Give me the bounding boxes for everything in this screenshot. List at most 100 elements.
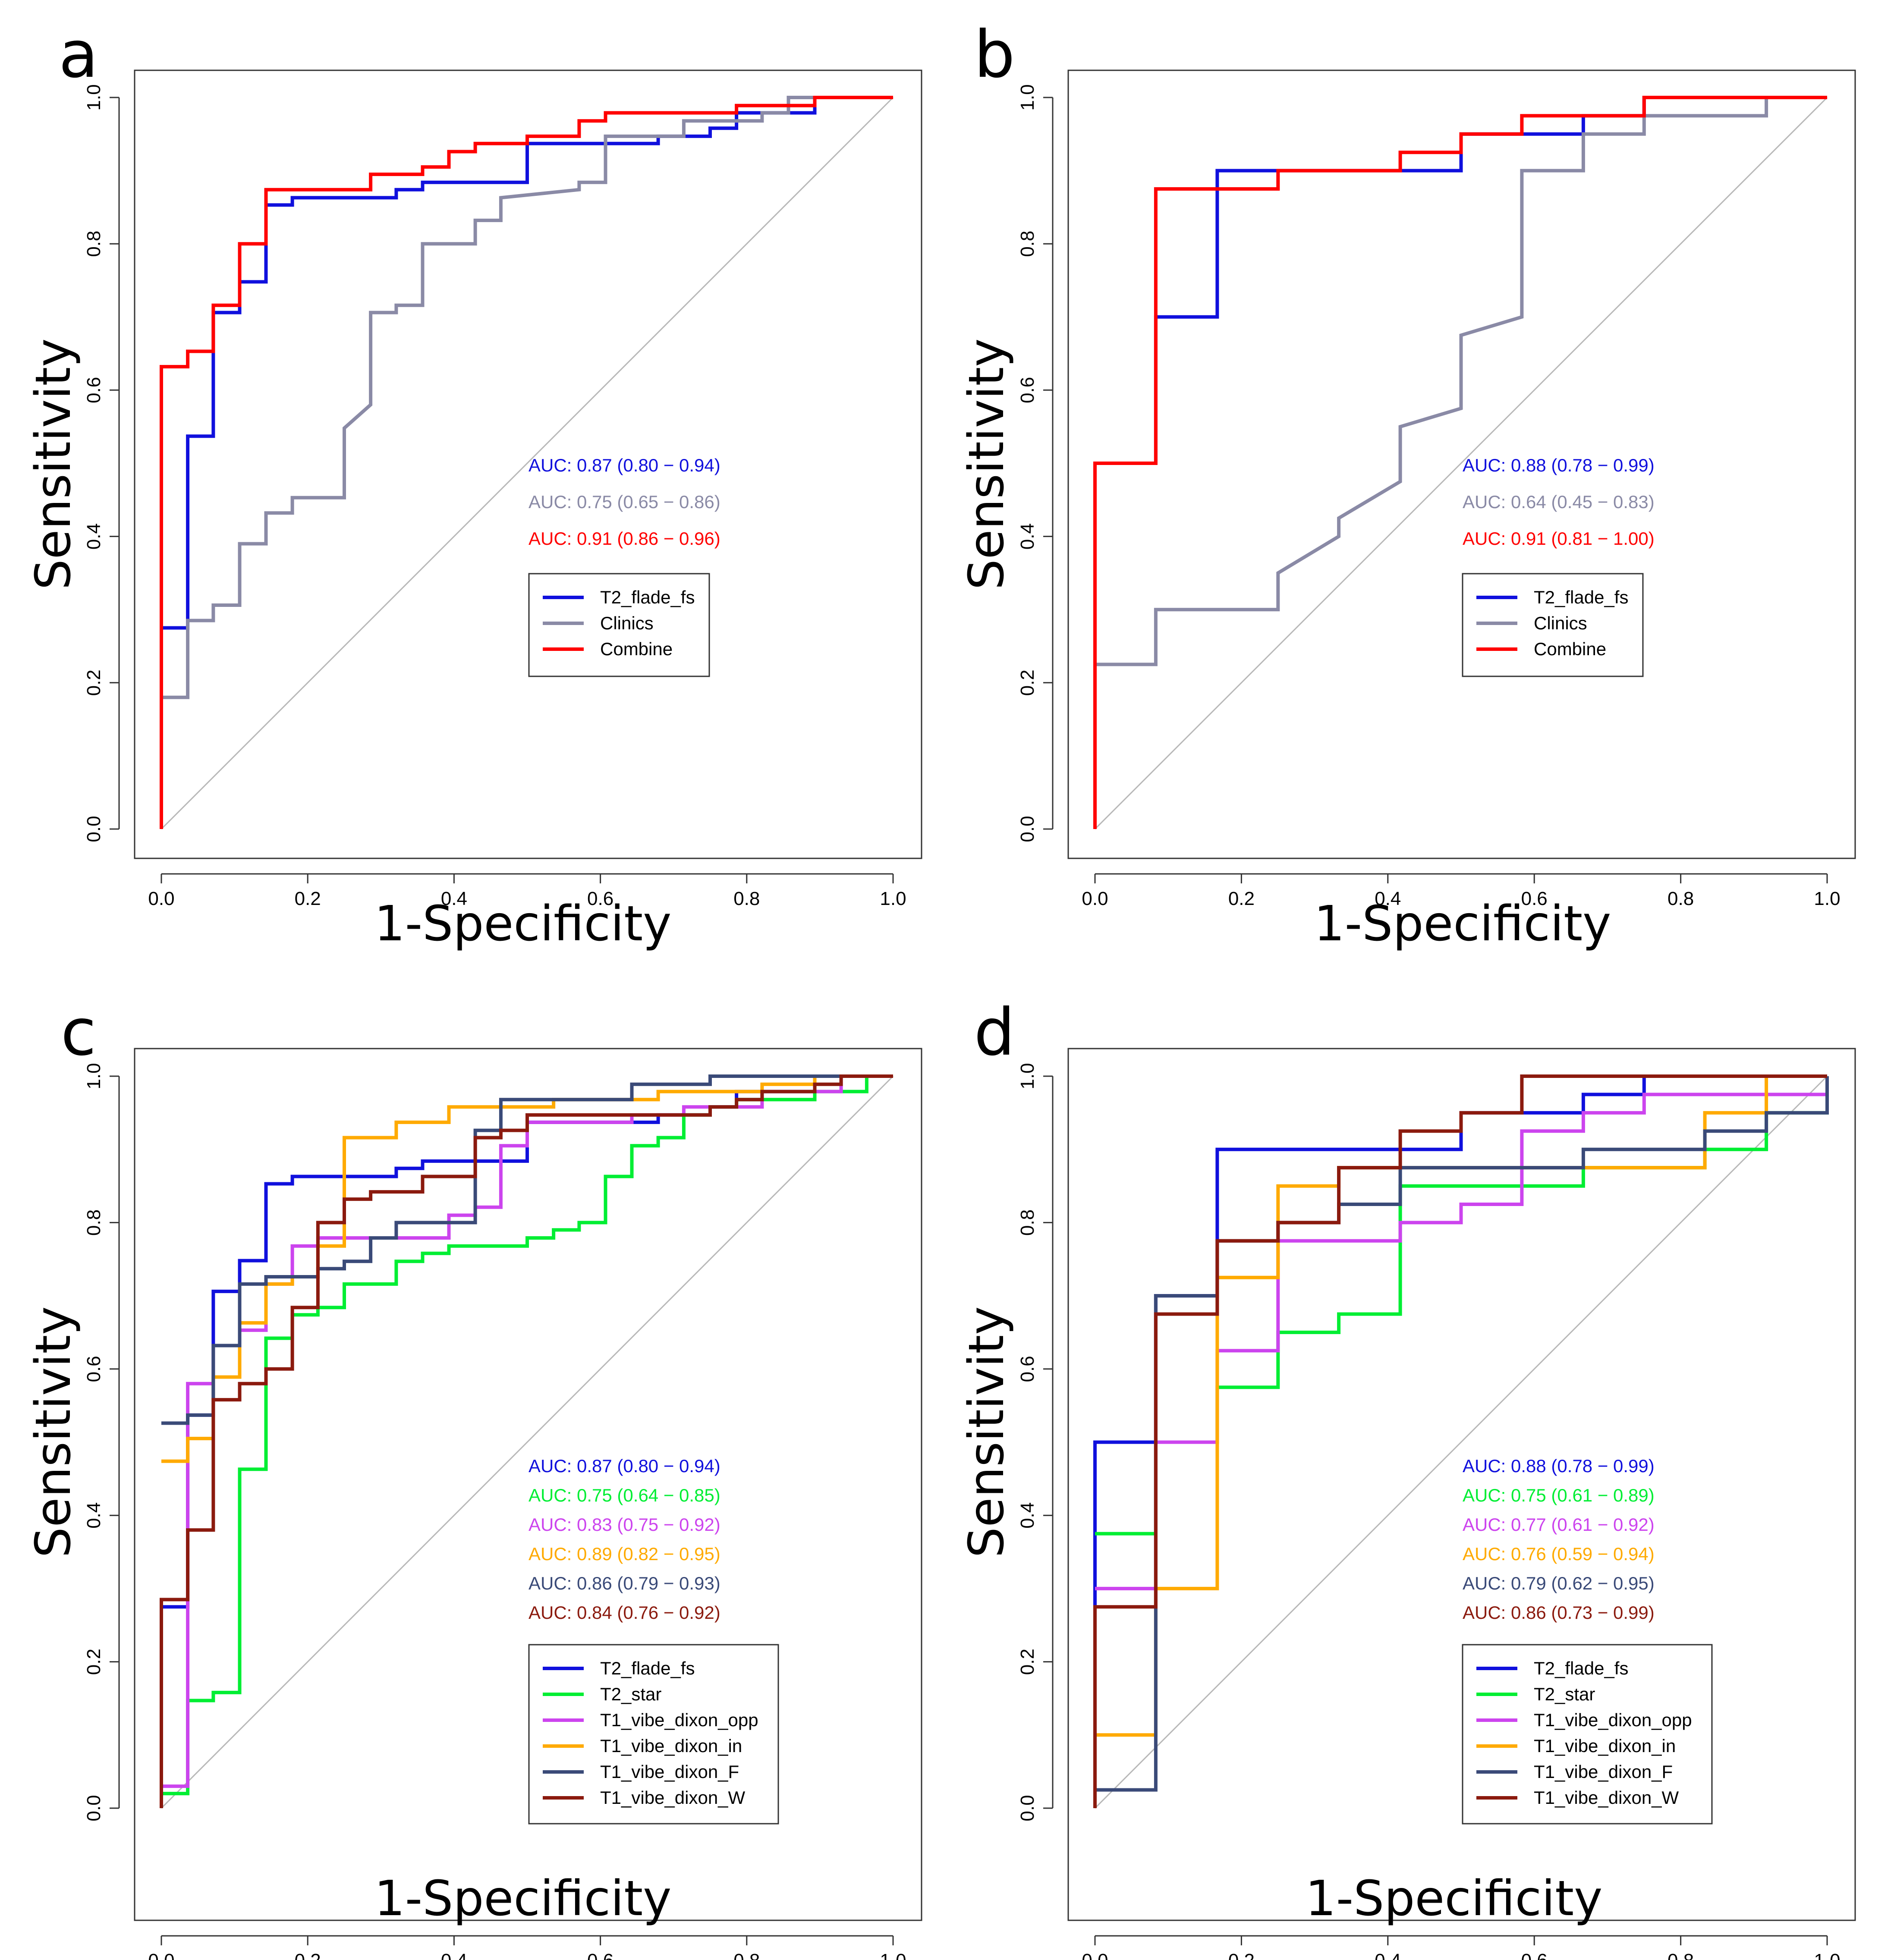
y-tick-label: 0.8: [1017, 1209, 1038, 1236]
reference-diagonal: [160, 1075, 894, 1809]
legend-box: [528, 1644, 779, 1825]
plot-frame: [134, 1048, 922, 1921]
roc-panel-c: c 0.0 0.2 0.4 0.6 0.8 1.0 0.0 0.2 0.4 0.6 0.8 1.0 1-S…: [25, 995, 922, 1960]
roc-curve-t1-vibe-dixon-in: [161, 1074, 893, 1463]
y-tick-label: 0.0: [1017, 1795, 1038, 1821]
auc-label: AUC: 0.91 (0.81 − 1.00): [1463, 528, 1655, 549]
legend-entry: T1_vibe_dixon_F: [1534, 1762, 1673, 1782]
y-tick-label: 0.8: [83, 1209, 104, 1236]
y-tick-label: 0.4: [83, 523, 104, 550]
panel-letter: c: [61, 995, 96, 1070]
legend-entry: Clinics: [1534, 613, 1587, 633]
x-tick-label: 1.0: [1814, 888, 1840, 909]
x-tick-label: 0.2: [295, 1950, 321, 1960]
y-tick-label: 0.6: [83, 377, 104, 403]
x-tick-label: 1.0: [880, 888, 906, 909]
auc-label: AUC: 0.84 (0.76 − 0.92): [529, 1602, 720, 1623]
legend-entry: T1_vibe_dixon_in: [600, 1736, 742, 1756]
x-tick-label: 0.6: [1521, 1950, 1548, 1960]
y-tick-label: 0.2: [83, 1649, 104, 1675]
panel-letter: a: [59, 17, 98, 92]
legend-box: [1462, 1644, 1713, 1825]
y-axis: 0.0 0.2 0.4 0.6 0.8 1.0: [1017, 1063, 1054, 1822]
x-tick-label: 0.0: [148, 888, 174, 909]
auc-label: AUC: 0.77 (0.61 − 0.92): [1463, 1514, 1655, 1535]
y-axis: 0.0 0.2 0.4 0.6 0.8 1.0: [83, 84, 120, 842]
auc-label: AUC: 0.64 (0.45 − 0.83): [1463, 492, 1655, 512]
x-tick-label: 0.8: [733, 1950, 760, 1960]
y-tick-label: 0.8: [1017, 231, 1038, 257]
plot-frame: [1067, 1048, 1856, 1921]
x-tick-label: 0.4: [1375, 888, 1401, 909]
x-tick-label: 0.4: [441, 888, 467, 909]
legend-entry: T2_flade_fs: [600, 587, 695, 607]
legend-entry: T2_flade_fs: [1534, 587, 1628, 607]
roc-curve-t2-flade-fs: [160, 96, 893, 829]
legend: T2_flade_fs Clinics Combine: [1462, 573, 1644, 677]
legend: T2_flade_fs Clinics Combine: [528, 573, 710, 677]
auc-label: AUC: 0.91 (0.86 − 0.96): [529, 528, 720, 549]
x-axis: 0.0 0.2 0.4 0.6 0.8 1.0: [1082, 1935, 1841, 1960]
legend-entry: T2_star: [600, 1684, 661, 1704]
y-tick-label: 1.0: [83, 84, 104, 110]
roc-curve-t1-vibe-dixon-f: [1095, 1076, 1829, 1792]
y-tick-label: 0.2: [83, 669, 104, 696]
auc-label: AUC: 0.75 (0.64 − 0.85): [529, 1485, 720, 1505]
panel-letter: b: [974, 17, 1015, 92]
auc-label: AUC: 0.87 (0.80 − 0.94): [529, 455, 720, 475]
auc-label: AUC: 0.89 (0.82 − 0.95): [529, 1544, 720, 1564]
auc-label: AUC: 0.88 (0.78 − 0.99): [1463, 1456, 1655, 1476]
roc-panel-a: a 0.0 0.2 0.4 0.6 0.8 1.0 0.0 0.2 0.4 0.6 0.8 1.0 1-S…: [25, 17, 922, 952]
legend: T2_flade_fs T2_star T1_vibe_dixon_opp T1_vi…: [528, 1644, 779, 1825]
auc-label: AUC: 0.75 (0.61 − 0.89): [1463, 1485, 1655, 1505]
y-axis: 0.0 0.2 0.4 0.6 0.8 1.0: [1017, 84, 1054, 842]
x-tick-label: 1.0: [1814, 1950, 1840, 1960]
x-tick-label: 0.0: [148, 1950, 174, 1960]
y-tick-label: 1.0: [83, 1063, 104, 1089]
legend-entry: T2_star: [1534, 1684, 1595, 1704]
legend-entry: T2_flade_fs: [600, 1658, 695, 1678]
y-tick-label: 0.6: [1017, 377, 1038, 403]
legend-entry: T1_vibe_dixon_F: [600, 1762, 739, 1782]
y-tick-label: 0.8: [83, 231, 104, 257]
legend-entry: T1_vibe_dixon_W: [1534, 1787, 1679, 1808]
y-tick-label: 0.0: [1017, 816, 1038, 842]
legend: T2_flade_fs T2_star T1_vibe_dixon_opp T1_vi…: [1462, 1644, 1713, 1825]
x-axis: 0.0 0.2 0.4 0.6 0.8 1.0: [1082, 873, 1841, 909]
y-axis-title: Sensitivity: [959, 338, 1015, 590]
roc-curve-clinics: [1095, 96, 1827, 666]
roc-panel-d: d 0.0 0.2 0.4 0.6 0.8 1.0 0.0 0.2 0.4 0.6 0.8 1.0 1-S…: [959, 995, 1856, 1960]
auc-label: AUC: 0.76 (0.59 − 0.94): [1463, 1544, 1655, 1564]
y-axis-title: Sensitivity: [25, 338, 82, 590]
plot-frame: [1067, 69, 1856, 859]
x-axis-title: 1-Specificity: [1314, 896, 1611, 952]
auc-label: AUC: 0.86 (0.79 − 0.93): [529, 1573, 720, 1593]
y-tick-label: 0.6: [1017, 1356, 1038, 1382]
legend-entry: T1_vibe_dixon_opp: [600, 1710, 758, 1730]
x-tick-label: 0.4: [1375, 1950, 1401, 1960]
x-tick-label: 0.0: [1082, 1950, 1108, 1960]
roc-curve-t1-vibe-dixon-w: [160, 1074, 893, 1808]
y-tick-label: 0.2: [1017, 669, 1038, 696]
legend-entry: T2_flade_fs: [1534, 1658, 1628, 1678]
roc-curve-clinics: [161, 96, 893, 699]
roc-curve-combine: [1093, 96, 1827, 829]
y-axis-title: Sensitivity: [959, 1306, 1015, 1558]
x-axis: 0.0 0.2 0.4 0.6 0.8 1.0: [148, 1935, 906, 1960]
legend-entry: Clinics: [600, 613, 654, 633]
panel-letter: d: [974, 995, 1015, 1070]
legend-entry: Combine: [1534, 639, 1606, 659]
x-tick-label: 0.6: [587, 888, 614, 909]
reference-diagonal: [1094, 1075, 1828, 1809]
plot-frame: [134, 69, 922, 859]
auc-label: AUC: 0.88 (0.78 − 0.99): [1463, 455, 1655, 475]
y-axis: 0.0 0.2 0.4 0.6 0.8 1.0: [83, 1063, 120, 1822]
roc-panel-b: b 0.0 0.2 0.4 0.6 0.8 1.0 0.0 0.2 0.4 0.6 0.8 1.0 1-S…: [959, 17, 1856, 952]
x-tick-label: 1.0: [880, 1950, 906, 1960]
x-tick-label: 0.0: [1082, 888, 1108, 909]
x-tick-label: 0.8: [1667, 1950, 1694, 1960]
x-axis-title: 1-Specificity: [374, 896, 672, 952]
x-tick-label: 0.2: [295, 888, 321, 909]
roc-curve-t1-vibe-dixon-opp: [1095, 1076, 1829, 1590]
